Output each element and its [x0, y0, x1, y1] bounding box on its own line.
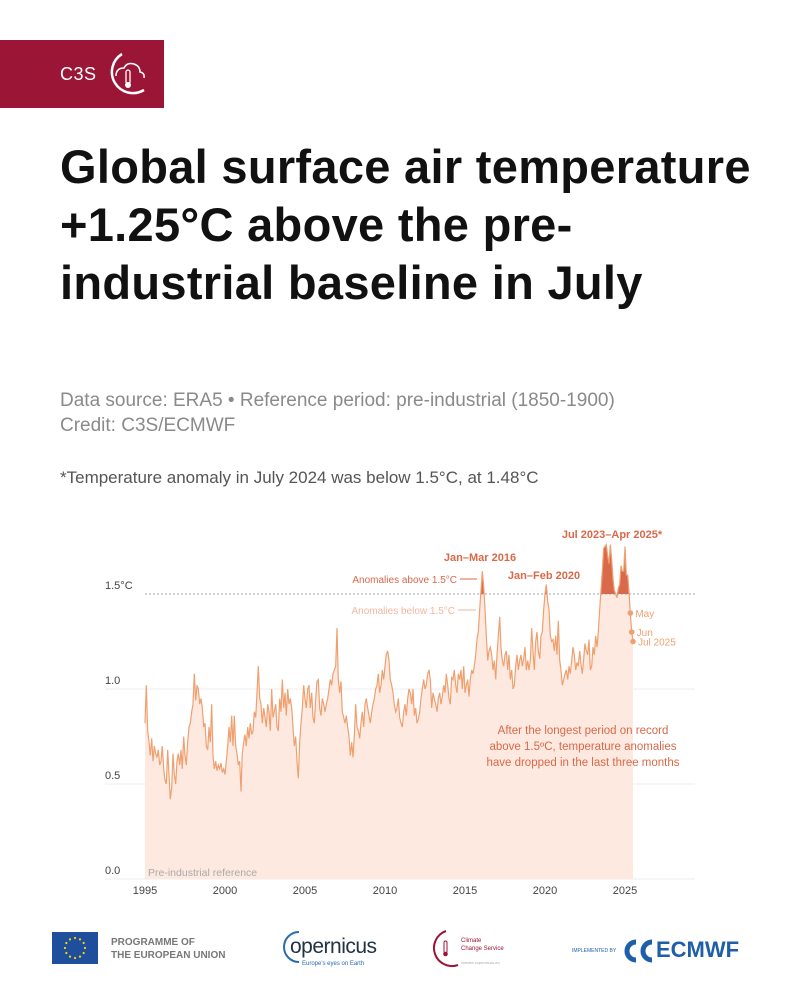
legend-above-label: Anomalies above 1.5°C: [352, 575, 457, 586]
copernicus-logo-icon: [283, 931, 300, 963]
x-tick-label: 2020: [533, 885, 557, 897]
eu-star-icon: [65, 941, 68, 945]
eu-programme-text: PROGRAMME OF THE EUROPEAN UNION: [111, 936, 225, 962]
eu-flag-logo: [52, 932, 98, 964]
y-tick-label: 1.5°C: [105, 580, 133, 592]
ccs-text-line-1: Climate: [461, 938, 482, 944]
ccs-text: Climate Change Service: [461, 937, 504, 953]
eu-star-icon: [73, 956, 77, 960]
x-tick-label: 1995: [133, 885, 157, 897]
y-tick-label: 1.0: [105, 675, 120, 687]
ccs-url: climate.copernicus.eu: [461, 960, 500, 965]
c3s-thermometer-icon: [110, 52, 145, 95]
data-source: Data source: ERA5 • Reference period: pr…: [60, 390, 615, 411]
highlight-point-label: Jun: [637, 628, 653, 639]
callout-line-3: have dropped in the last three months: [486, 757, 679, 769]
x-tick-label: 2010: [373, 885, 397, 897]
annotation-2020: Jan–Feb 2020: [508, 570, 580, 582]
ecmwf-logo-icon: [624, 939, 653, 963]
eu-star-icon: [82, 941, 85, 945]
footer-logos: PROGRAMME OF THE EUROPEAN UNION opernicu…: [0, 925, 800, 975]
footnote: *Temperature anomaly in July 2024 was be…: [60, 468, 539, 487]
eu-star-icon: [78, 955, 82, 958]
temperature-chart: 0.0 0.5 1.0 1.5°C 1995 2000 2005 2010 2015 2020 20…: [105, 529, 695, 897]
eu-star-icon: [68, 938, 72, 941]
callout-line-2: above 1.5ºC, temperature anomalies: [489, 741, 676, 753]
credit: Credit: C3S/ECMWF: [60, 415, 236, 436]
highlight-point: [627, 610, 634, 616]
highlight-point-label: May: [635, 609, 654, 620]
highlight-point: [628, 629, 635, 635]
c3s-logo-text: C3S: [60, 64, 97, 84]
callout-line-1: After the longest period on record: [498, 725, 669, 737]
x-tick-label: 2015: [453, 885, 477, 897]
anomaly-line: [144, 542, 634, 800]
eu-star-icon: [68, 955, 72, 958]
copernicus-logo-text: opernicus: [290, 935, 377, 958]
subtitle: Data source: ERA5 • Reference period: pr…: [60, 388, 615, 438]
legend-below-label: Anomalies below 1.5°C: [352, 606, 456, 617]
eu-star-icon: [63, 946, 67, 950]
implemented-by: IMPLEMENTED BY: [572, 948, 617, 954]
annotation-2023-2025: Jul 2023–Apr 2025*: [562, 529, 663, 541]
eu-star-icon: [78, 938, 82, 941]
annotation-2016: Jan–Mar 2016: [444, 552, 516, 564]
x-tick-label: 2025: [613, 885, 637, 897]
ccs-text-line-2: Change Service: [461, 946, 504, 952]
ccs-logo-icon: [433, 930, 459, 968]
eu-star-icon: [83, 946, 87, 950]
highlight-point-label: Jul 2025: [638, 638, 676, 649]
eu-star-icon: [65, 951, 68, 955]
eu-text-line-2: THE EUROPEAN UNION: [111, 950, 226, 961]
eu-star-icon: [82, 951, 85, 955]
eu-text-line-1: PROGRAMME OF: [111, 937, 195, 948]
c3s-header-band: C3S: [0, 40, 164, 108]
baseline-label: Pre-industrial reference: [148, 867, 257, 879]
anomaly-area: [145, 544, 633, 879]
page-title: Global surface air temperature +1.25°C a…: [60, 140, 751, 309]
highlight-point: [630, 638, 636, 645]
eu-star-icon: [73, 936, 77, 940]
x-tick-label: 2000: [213, 885, 237, 897]
ecmwf-logo-text: ECMWF: [656, 937, 740, 962]
copernicus-tagline: Europe's eyes on Earth: [302, 961, 365, 967]
x-tick-label: 2005: [293, 885, 317, 897]
y-tick-label: 0.5: [105, 770, 120, 782]
y-tick-label: 0.0: [105, 865, 120, 877]
